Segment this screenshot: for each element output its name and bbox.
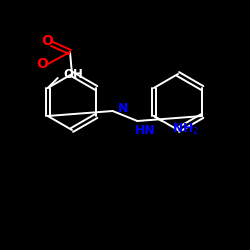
Text: O: O	[41, 34, 53, 48]
Text: HN: HN	[135, 124, 156, 136]
Text: O: O	[36, 57, 48, 71]
Text: OH: OH	[64, 68, 84, 80]
Text: N: N	[118, 102, 128, 114]
Text: NH$_2$: NH$_2$	[172, 122, 199, 136]
